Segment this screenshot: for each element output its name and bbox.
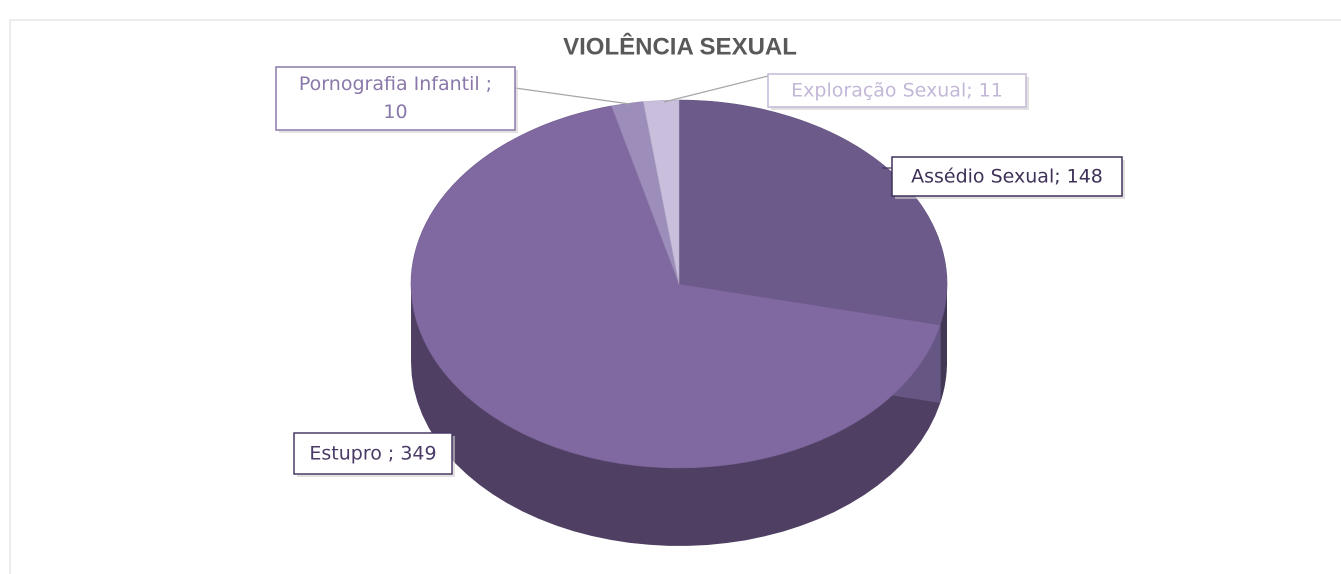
- slice-side: [940, 284, 947, 403]
- label-box: [275, 66, 516, 131]
- label-value: 11: [979, 79, 1003, 101]
- slice: [642, 99, 680, 285]
- label-value: 10: [383, 101, 407, 123]
- data-label: Exploração Sexual; 11: [791, 79, 1003, 101]
- data-label: Pornografia Infantil ; 10: [299, 73, 492, 123]
- label-box: [891, 156, 1123, 197]
- label-category: Exploração Sexual;: [791, 79, 972, 101]
- leader-line: [663, 75, 769, 103]
- slice-side: [411, 284, 941, 546]
- label-category: Pornografia Infantil ;: [299, 73, 492, 95]
- leader-line: [514, 87, 631, 105]
- slice: [678, 99, 948, 326]
- chart-title: VIOLÊNCIA SEXUAL: [563, 32, 797, 60]
- label-box: [767, 73, 1027, 108]
- label-value: 349: [400, 442, 436, 464]
- label-category: Estupro ;: [309, 442, 394, 464]
- label-value: 148: [1067, 165, 1103, 187]
- data-label: Estupro ; 349: [309, 442, 436, 464]
- label-box: [293, 432, 453, 475]
- data-label: Assédio Sexual; 148: [911, 165, 1103, 187]
- slice: [410, 105, 941, 469]
- label-category: Assédio Sexual;: [911, 165, 1061, 187]
